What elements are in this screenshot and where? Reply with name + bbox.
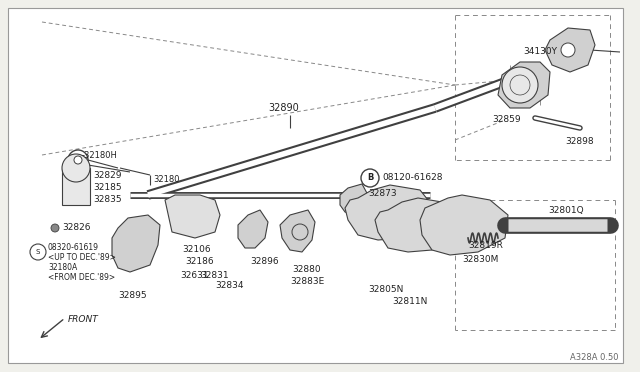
- Text: 32834: 32834: [215, 280, 243, 289]
- Text: 32180A: 32180A: [48, 263, 77, 273]
- Text: 32830M: 32830M: [462, 256, 499, 264]
- Text: 32859: 32859: [492, 115, 520, 125]
- Polygon shape: [280, 210, 315, 252]
- Text: 32180: 32180: [153, 176, 179, 185]
- Text: 32631: 32631: [180, 270, 209, 279]
- Circle shape: [62, 154, 90, 182]
- Text: 32895: 32895: [118, 291, 147, 299]
- Text: S: S: [36, 249, 40, 255]
- Text: 32890: 32890: [268, 103, 299, 113]
- Text: -32180H: -32180H: [82, 151, 118, 160]
- Text: 32819R: 32819R: [468, 241, 503, 250]
- Text: 32835: 32835: [93, 196, 122, 205]
- Text: <FROM DEC.'89>: <FROM DEC.'89>: [48, 273, 115, 282]
- Polygon shape: [62, 168, 90, 205]
- Circle shape: [68, 150, 88, 170]
- Text: 32898: 32898: [565, 138, 594, 147]
- Text: 32896: 32896: [250, 257, 278, 266]
- Text: A328A 0.50: A328A 0.50: [570, 353, 618, 362]
- Text: 08320-61619: 08320-61619: [48, 244, 99, 253]
- Polygon shape: [340, 184, 368, 215]
- Text: 32811N: 32811N: [392, 298, 428, 307]
- Text: 08120-61628: 08120-61628: [382, 173, 442, 183]
- Text: 32186: 32186: [185, 257, 214, 266]
- Text: 32805N: 32805N: [368, 285, 403, 295]
- Polygon shape: [375, 198, 458, 252]
- Text: 32831: 32831: [200, 270, 228, 279]
- Text: 32829: 32829: [93, 170, 122, 180]
- Circle shape: [51, 224, 59, 232]
- Text: 32801Q: 32801Q: [548, 205, 584, 215]
- Polygon shape: [420, 195, 508, 255]
- Text: 32883E: 32883E: [290, 278, 324, 286]
- Text: <UP TO DEC.'89>: <UP TO DEC.'89>: [48, 253, 116, 263]
- Polygon shape: [165, 195, 220, 238]
- Polygon shape: [238, 210, 268, 248]
- Polygon shape: [498, 62, 550, 108]
- Text: 32826: 32826: [62, 224, 90, 232]
- Polygon shape: [545, 28, 595, 72]
- Text: 32873: 32873: [368, 189, 397, 198]
- Text: 32185: 32185: [93, 183, 122, 192]
- Polygon shape: [345, 185, 432, 240]
- Text: FRONT: FRONT: [68, 315, 99, 324]
- Text: 32106: 32106: [182, 246, 211, 254]
- Polygon shape: [112, 215, 160, 272]
- Circle shape: [502, 67, 538, 103]
- Circle shape: [561, 43, 575, 57]
- Text: 32880: 32880: [292, 266, 321, 275]
- Circle shape: [74, 156, 82, 164]
- Text: B: B: [367, 173, 373, 183]
- Text: 34130Y: 34130Y: [523, 48, 557, 57]
